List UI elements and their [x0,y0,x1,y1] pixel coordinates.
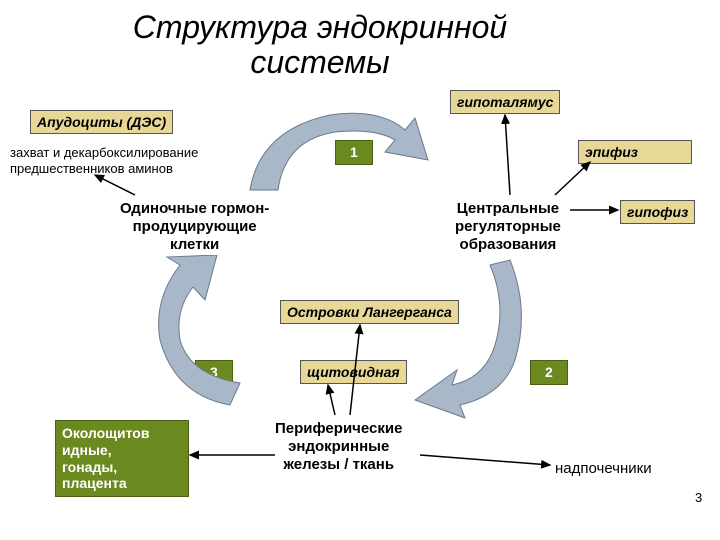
box-apudocytes: Апудоциты (ДЭС) [30,110,173,134]
box-hypophysis: гипофиз [620,200,695,224]
label-central: Центральные регуляторные образования [455,200,561,254]
page-number: 3 [695,490,702,505]
cycle-arrow-top [230,100,430,210]
box-epiphysis: эпифиз [578,140,692,164]
cycle-arrow-left [145,255,290,415]
box-num2: 2 [530,360,568,385]
box-thyroid: щитовидная [300,360,407,384]
diagram-title: Структура эндокринной системы [80,10,560,80]
label-peripheral: Периферические эндокринные железы / ткан… [275,420,402,474]
box-hypothalamus: гипоталямус [450,90,560,114]
cycle-arrow-right [395,250,535,420]
label-adrenal: надпочечники [555,460,652,478]
label-uptake: захват и декарбоксилирование предшествен… [10,145,198,176]
box-parathyroid: Околощитов идные, гонады, плацента [55,420,189,497]
